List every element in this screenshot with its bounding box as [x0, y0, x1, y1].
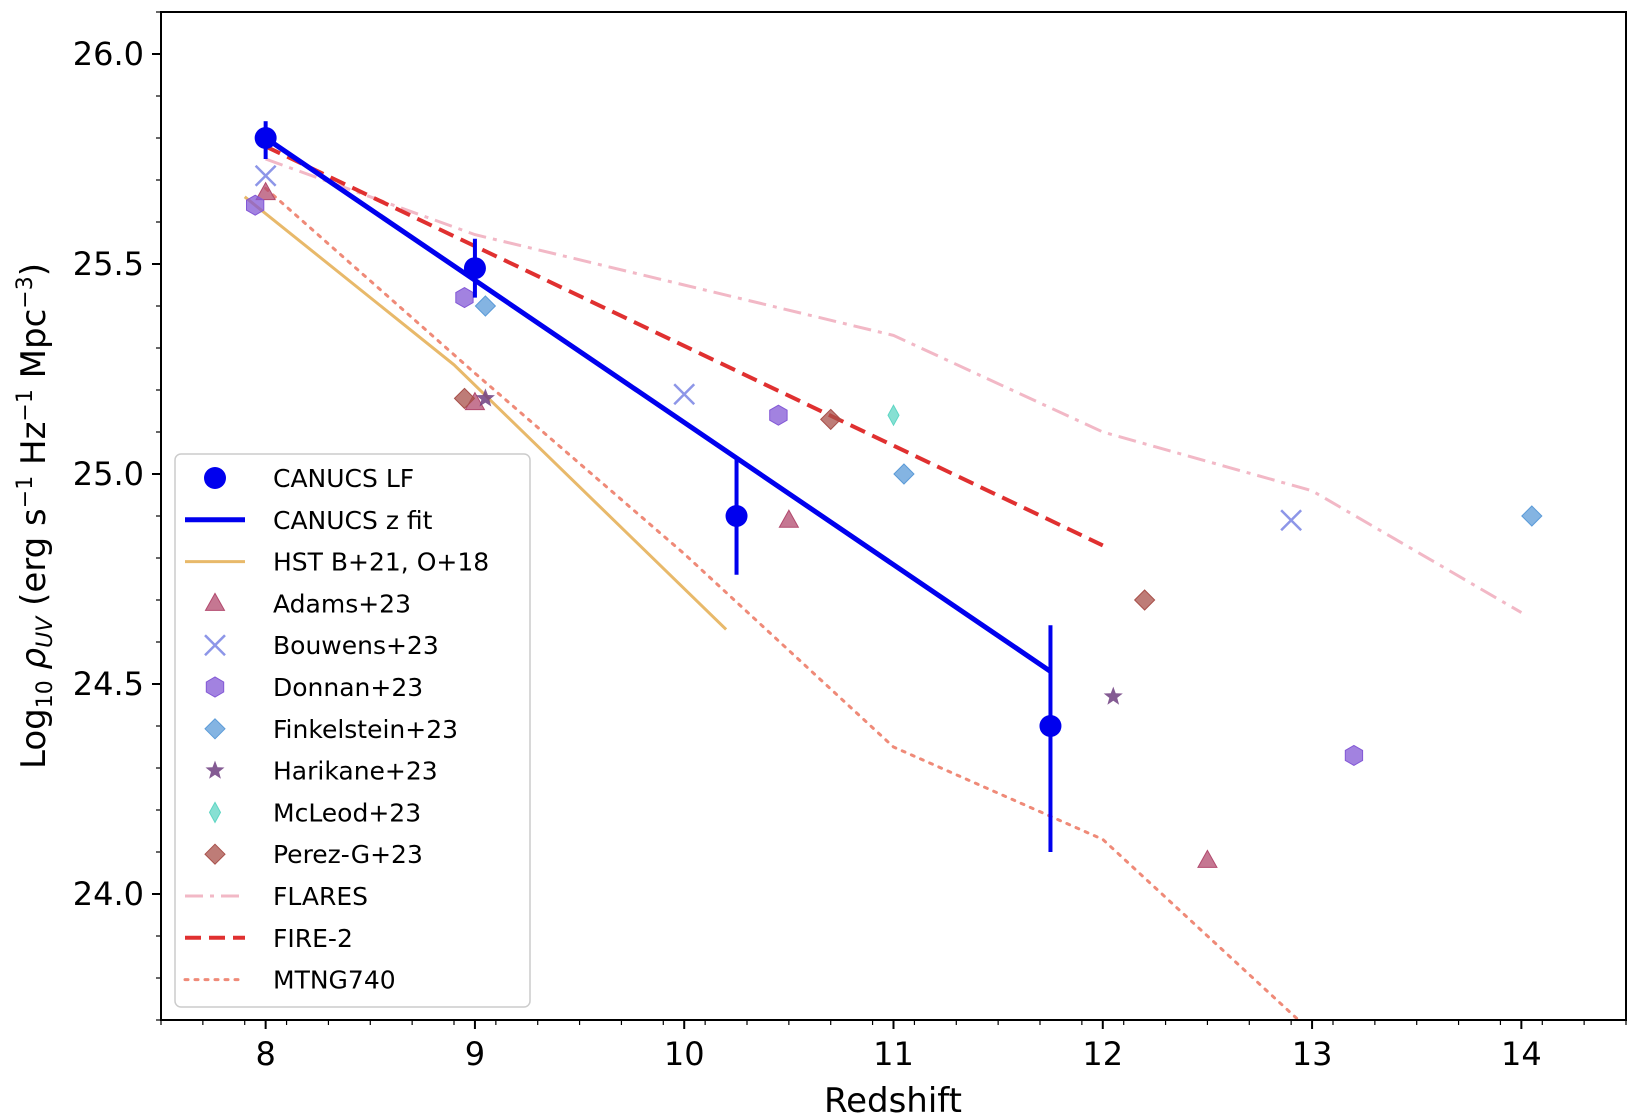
data-point [475, 388, 495, 407]
data-point [673, 383, 696, 406]
legend-swatch [204, 634, 226, 657]
legend-label: McLeod+23 [273, 798, 421, 827]
data-point [1521, 505, 1543, 527]
legend-item: Perez-G+23 [204, 840, 423, 869]
legend-label: Bouwens+23 [273, 631, 439, 660]
x-tick-label: 14 [1501, 1035, 1542, 1073]
y-axis-label: Log10 ρUV (erg s−1 Hz−1 Mpc−3) [13, 263, 58, 769]
x-tick-label: 12 [1082, 1035, 1123, 1073]
legend-label: Finkelstein+23 [273, 715, 458, 744]
legend-swatch [205, 760, 225, 779]
legend-item: FIRE-2 [185, 924, 353, 953]
data-point [463, 257, 486, 280]
legend-item: Harikane+23 [205, 757, 438, 786]
series-mcleod-23 [887, 404, 900, 427]
legend-item: Bouwens+23 [204, 631, 439, 660]
series-adams-23 [255, 181, 1218, 868]
x-tick-label: 13 [1292, 1035, 1333, 1073]
legend: CANUCS LF CANUCS z fit HST B+21, O+18 Adams… [174, 453, 531, 1008]
x-tick-label: 11 [873, 1035, 914, 1073]
data-point [820, 408, 842, 431]
data-point [254, 164, 277, 187]
y-tick-label: 25.0 [73, 455, 144, 493]
legend-label: Adams+23 [273, 589, 411, 618]
y-tick-label: 26.0 [73, 35, 144, 73]
series-bouwens-23 [254, 164, 1303, 532]
data-point [255, 181, 276, 201]
x-tick-label: 10 [664, 1035, 705, 1073]
legend-label: CANUCS LF [273, 464, 414, 493]
legend-item: CANUCS z fit [185, 506, 433, 535]
series-perez-g-23 [453, 387, 1156, 611]
y-tick-label: 25.5 [73, 245, 144, 283]
series-flares [265, 157, 1523, 614]
x-axis-label: Redshift [824, 1081, 962, 1118]
y-axis: 24.0 24.5 25.0 25.5 26.0 [73, 11, 161, 1021]
data-point [453, 387, 476, 410]
legend-swatch [205, 676, 225, 698]
data-point [725, 505, 748, 527]
series-line [264, 135, 1052, 674]
series-line [264, 186, 1301, 1020]
series-fire-2 [264, 144, 1104, 548]
legend-label: CANUCS z fit [273, 506, 433, 535]
data-point [778, 509, 800, 528]
series-canucs-z-fit [264, 135, 1052, 674]
x-tick-label: 9 [465, 1035, 485, 1073]
series-line [243, 195, 728, 631]
legend-item: FLARES [185, 882, 368, 911]
data-point [769, 404, 788, 426]
legend-label: MTNG740 [273, 966, 396, 995]
legend-item: HST B+21, O+18 [185, 548, 489, 577]
y-tick-label: 24.5 [73, 665, 144, 703]
legend-item: MTNG740 [183, 966, 396, 995]
data-point [1280, 509, 1303, 532]
data-point [1039, 715, 1062, 737]
x-tick-label: 8 [255, 1035, 275, 1073]
legend-label: Perez-G+23 [273, 840, 423, 869]
legend-box [174, 453, 531, 1008]
series-donnan-23 [246, 194, 1364, 766]
series-line [264, 144, 1104, 548]
legend-swatch [204, 718, 226, 740]
y-tick-label: 24.0 [73, 875, 144, 913]
series-hst-b-21-o-18 [243, 195, 728, 631]
series-mtng740 [264, 186, 1301, 1020]
series-finkelstein-23 [474, 295, 1543, 527]
legend-item: Finkelstein+23 [204, 715, 458, 744]
legend-item: Donnan+23 [205, 673, 423, 702]
series-harikane-23 [475, 388, 1123, 705]
legend-swatch [204, 843, 226, 865]
data-point [1197, 849, 1218, 868]
data-point [1103, 686, 1123, 705]
legend-label: Harikane+23 [273, 757, 438, 786]
data-point [887, 404, 900, 427]
data-point [474, 295, 497, 317]
legend-item: CANUCS LF [204, 464, 414, 493]
data-point [1344, 744, 1364, 766]
series-layer [243, 121, 1543, 1020]
data-point [455, 287, 474, 309]
legend-swatch [208, 801, 222, 824]
legend-item: Adams+23 [204, 589, 411, 618]
legend-label: FLARES [273, 882, 368, 911]
legend-label: Donnan+23 [273, 673, 423, 702]
legend-swatch [204, 592, 226, 611]
data-point [893, 463, 915, 485]
legend-swatch [204, 467, 226, 489]
data-point [1133, 589, 1156, 611]
legend-item: McLeod+23 [208, 798, 421, 827]
x-axis: 8 9 10 11 12 13 14 [160, 1020, 1627, 1073]
data-point [254, 127, 277, 149]
series-line [265, 157, 1523, 614]
series-canucs-lf [254, 121, 1062, 852]
legend-label: HST B+21, O+18 [273, 548, 489, 577]
legend-label: FIRE-2 [273, 924, 353, 953]
data-point [246, 194, 265, 216]
